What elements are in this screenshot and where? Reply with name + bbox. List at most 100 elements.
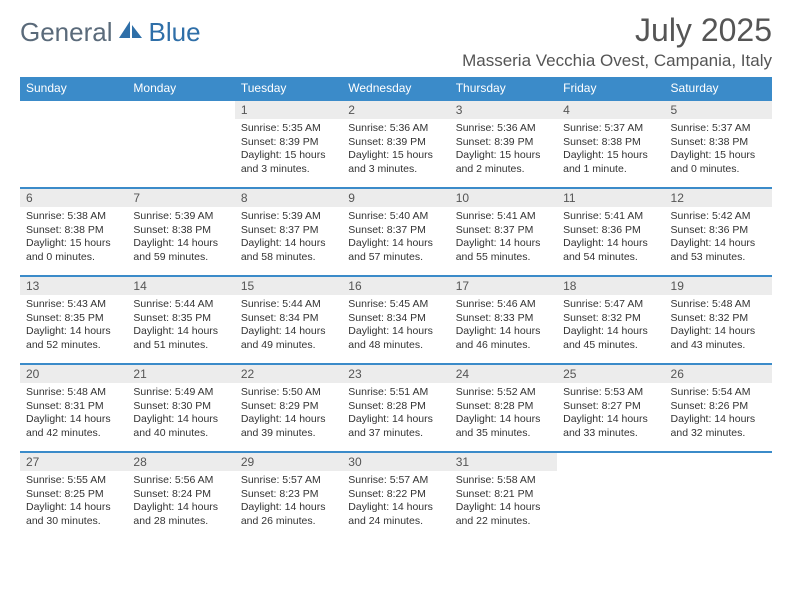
month-title: July 2025 [462,12,772,49]
daylight-line: Daylight: 14 hours and 26 minutes. [241,501,336,528]
day-number: 5 [665,101,772,119]
calendar-day-cell: 7Sunrise: 5:39 AMSunset: 8:38 PMDaylight… [127,188,234,276]
sunset-line: Sunset: 8:38 PM [133,224,228,238]
daylight-line: Daylight: 14 hours and 28 minutes. [133,501,228,528]
day-number [20,101,127,105]
calendar-day-cell: 19Sunrise: 5:48 AMSunset: 8:32 PMDayligh… [665,276,772,364]
day-details: Sunrise: 5:48 AMSunset: 8:32 PMDaylight:… [665,295,772,357]
daylight-line: Daylight: 14 hours and 39 minutes. [241,413,336,440]
day-number: 21 [127,365,234,383]
sunrise-line: Sunrise: 5:55 AM [26,474,121,488]
calendar-week-row: 27Sunrise: 5:55 AMSunset: 8:25 PMDayligh… [20,452,772,540]
sunrise-line: Sunrise: 5:53 AM [563,386,658,400]
daylight-line: Daylight: 15 hours and 3 minutes. [241,149,336,176]
day-details: Sunrise: 5:44 AMSunset: 8:34 PMDaylight:… [235,295,342,357]
day-number: 18 [557,277,664,295]
sunset-line: Sunset: 8:26 PM [671,400,766,414]
day-number [557,453,664,457]
daylight-line: Daylight: 14 hours and 46 minutes. [456,325,551,352]
daylight-line: Daylight: 15 hours and 2 minutes. [456,149,551,176]
daylight-line: Daylight: 14 hours and 40 minutes. [133,413,228,440]
day-number: 31 [450,453,557,471]
calendar-day-cell: 29Sunrise: 5:57 AMSunset: 8:23 PMDayligh… [235,452,342,540]
day-details: Sunrise: 5:46 AMSunset: 8:33 PMDaylight:… [450,295,557,357]
sunrise-line: Sunrise: 5:51 AM [348,386,443,400]
day-number: 24 [450,365,557,383]
sunrise-line: Sunrise: 5:48 AM [671,298,766,312]
daylight-line: Daylight: 14 hours and 58 minutes. [241,237,336,264]
calendar-day-cell: 5Sunrise: 5:37 AMSunset: 8:38 PMDaylight… [665,100,772,188]
day-number: 30 [342,453,449,471]
sunrise-line: Sunrise: 5:57 AM [241,474,336,488]
calendar-day-cell: 11Sunrise: 5:41 AMSunset: 8:36 PMDayligh… [557,188,664,276]
daylight-line: Daylight: 14 hours and 51 minutes. [133,325,228,352]
sunset-line: Sunset: 8:28 PM [348,400,443,414]
sunrise-line: Sunrise: 5:49 AM [133,386,228,400]
day-number: 17 [450,277,557,295]
day-details: Sunrise: 5:54 AMSunset: 8:26 PMDaylight:… [665,383,772,445]
sunrise-line: Sunrise: 5:43 AM [26,298,121,312]
sunset-line: Sunset: 8:28 PM [456,400,551,414]
day-number: 22 [235,365,342,383]
sunset-line: Sunset: 8:37 PM [348,224,443,238]
calendar-day-cell: 4Sunrise: 5:37 AMSunset: 8:38 PMDaylight… [557,100,664,188]
day-details: Sunrise: 5:39 AMSunset: 8:37 PMDaylight:… [235,207,342,269]
calendar-day-cell: 16Sunrise: 5:45 AMSunset: 8:34 PMDayligh… [342,276,449,364]
calendar-day-cell: 1Sunrise: 5:35 AMSunset: 8:39 PMDaylight… [235,100,342,188]
daylight-line: Daylight: 15 hours and 0 minutes. [26,237,121,264]
daylight-line: Daylight: 14 hours and 49 minutes. [241,325,336,352]
calendar-day-cell [665,452,772,540]
calendar-day-cell: 9Sunrise: 5:40 AMSunset: 8:37 PMDaylight… [342,188,449,276]
daylight-line: Daylight: 14 hours and 52 minutes. [26,325,121,352]
sunrise-line: Sunrise: 5:40 AM [348,210,443,224]
calendar-week-row: 13Sunrise: 5:43 AMSunset: 8:35 PMDayligh… [20,276,772,364]
sunset-line: Sunset: 8:35 PM [26,312,121,326]
sunset-line: Sunset: 8:24 PM [133,488,228,502]
sunset-line: Sunset: 8:35 PM [133,312,228,326]
sunset-line: Sunset: 8:22 PM [348,488,443,502]
day-details: Sunrise: 5:50 AMSunset: 8:29 PMDaylight:… [235,383,342,445]
sunrise-line: Sunrise: 5:44 AM [133,298,228,312]
day-details: Sunrise: 5:47 AMSunset: 8:32 PMDaylight:… [557,295,664,357]
day-details: Sunrise: 5:43 AMSunset: 8:35 PMDaylight:… [20,295,127,357]
day-number: 8 [235,189,342,207]
sunset-line: Sunset: 8:32 PM [671,312,766,326]
daylight-line: Daylight: 15 hours and 1 minute. [563,149,658,176]
calendar-day-cell: 31Sunrise: 5:58 AMSunset: 8:21 PMDayligh… [450,452,557,540]
day-number: 28 [127,453,234,471]
calendar-day-cell [127,100,234,188]
page-header: GeneralBlue July 2025 Masseria Vecchia O… [20,12,772,71]
calendar-day-cell: 17Sunrise: 5:46 AMSunset: 8:33 PMDayligh… [450,276,557,364]
sunrise-line: Sunrise: 5:57 AM [348,474,443,488]
sunset-line: Sunset: 8:38 PM [563,136,658,150]
day-number: 29 [235,453,342,471]
sunrise-line: Sunrise: 5:39 AM [241,210,336,224]
calendar-week-row: 1Sunrise: 5:35 AMSunset: 8:39 PMDaylight… [20,100,772,188]
sunrise-line: Sunrise: 5:56 AM [133,474,228,488]
day-number [665,453,772,457]
sunrise-line: Sunrise: 5:42 AM [671,210,766,224]
daylight-line: Daylight: 14 hours and 54 minutes. [563,237,658,264]
calendar-day-cell: 27Sunrise: 5:55 AMSunset: 8:25 PMDayligh… [20,452,127,540]
calendar-day-cell: 30Sunrise: 5:57 AMSunset: 8:22 PMDayligh… [342,452,449,540]
calendar-day-cell: 2Sunrise: 5:36 AMSunset: 8:39 PMDaylight… [342,100,449,188]
sunset-line: Sunset: 8:33 PM [456,312,551,326]
day-details: Sunrise: 5:36 AMSunset: 8:39 PMDaylight:… [450,119,557,181]
daylight-line: Daylight: 14 hours and 43 minutes. [671,325,766,352]
day-number: 16 [342,277,449,295]
daylight-line: Daylight: 14 hours and 35 minutes. [456,413,551,440]
sunset-line: Sunset: 8:25 PM [26,488,121,502]
day-details: Sunrise: 5:57 AMSunset: 8:23 PMDaylight:… [235,471,342,533]
daylight-line: Daylight: 14 hours and 24 minutes. [348,501,443,528]
title-block: July 2025 Masseria Vecchia Ovest, Campan… [462,12,772,71]
daylight-line: Daylight: 15 hours and 0 minutes. [671,149,766,176]
calendar-day-cell: 20Sunrise: 5:48 AMSunset: 8:31 PMDayligh… [20,364,127,452]
daylight-line: Daylight: 14 hours and 30 minutes. [26,501,121,528]
daylight-line: Daylight: 14 hours and 32 minutes. [671,413,766,440]
brand-sail-icon [115,18,149,46]
day-details: Sunrise: 5:57 AMSunset: 8:22 PMDaylight:… [342,471,449,533]
calendar-day-cell: 12Sunrise: 5:42 AMSunset: 8:36 PMDayligh… [665,188,772,276]
sunset-line: Sunset: 8:39 PM [348,136,443,150]
daylight-line: Daylight: 14 hours and 53 minutes. [671,237,766,264]
day-details: Sunrise: 5:37 AMSunset: 8:38 PMDaylight:… [665,119,772,181]
